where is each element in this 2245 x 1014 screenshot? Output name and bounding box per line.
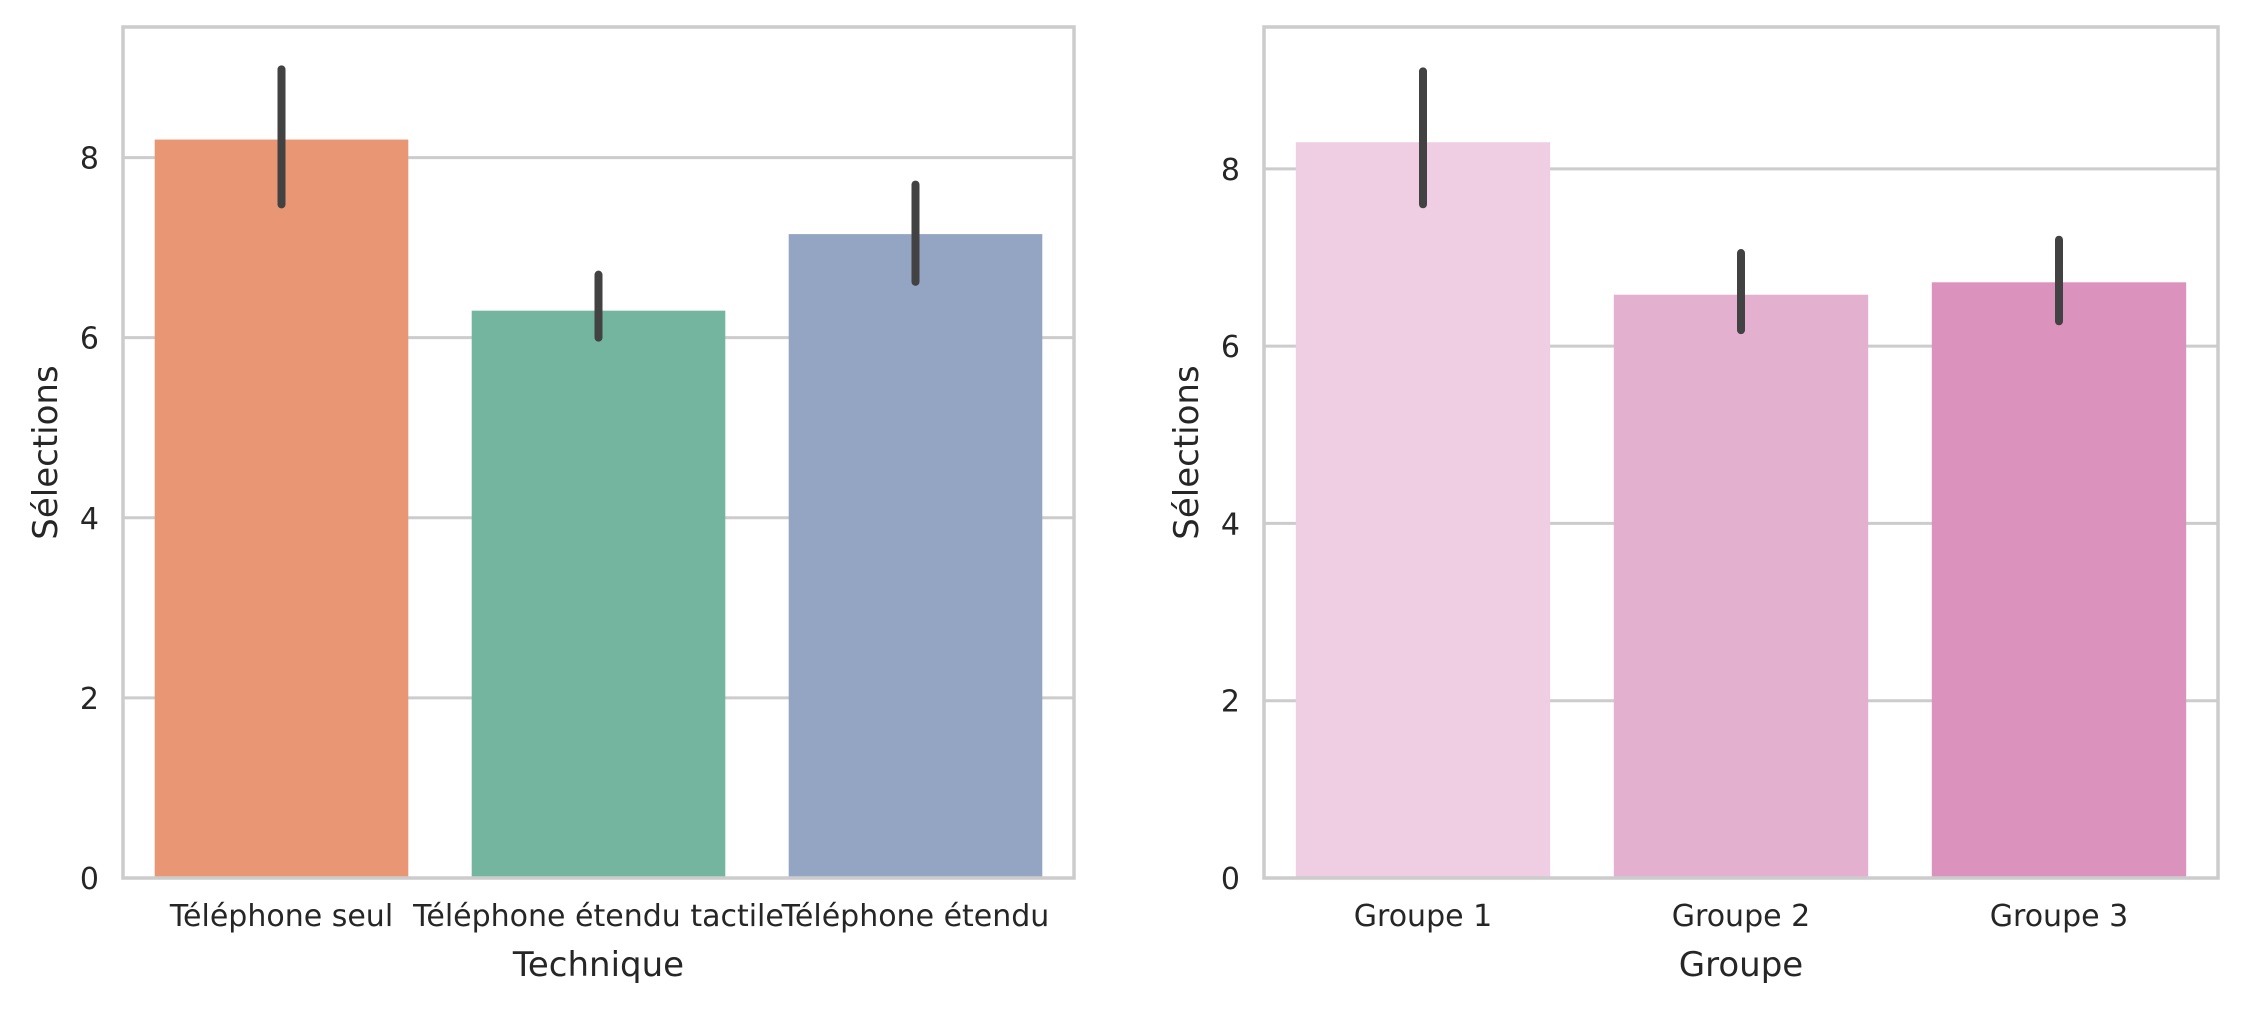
- y-axis-title: Sélections: [26, 365, 66, 539]
- y-tick-label: 8: [1221, 153, 1240, 188]
- bar: [154, 139, 409, 878]
- y-tick-label: 0: [1221, 862, 1240, 897]
- bar: [1295, 142, 1551, 879]
- y-tick-label: 2: [80, 682, 99, 717]
- bar: [788, 234, 1043, 878]
- y-tick-label: 8: [80, 142, 99, 177]
- x-axis-title: Technique: [512, 945, 684, 985]
- x-tick-label: Téléphone seul: [169, 899, 393, 934]
- x-tick-label: Téléphone étendu: [781, 899, 1050, 934]
- y-tick-label: 4: [80, 502, 99, 537]
- y-tick-label: 6: [1221, 330, 1240, 365]
- groupe-chart: 0 2 4 6 8 Groupe 1 Groupe 2 Groupe 3 Groupe Sélec…: [1167, 25, 2220, 985]
- x-tick-label: Groupe 2: [1672, 899, 1810, 934]
- y-tick-label: 0: [80, 862, 99, 897]
- axes-frame: [121, 25, 1076, 880]
- y-tick-label: 4: [1221, 507, 1240, 542]
- y-tick-label: 2: [1221, 685, 1240, 720]
- axes-frame: [1262, 25, 2220, 880]
- x-tick-label: Téléphone étendu tactile: [412, 899, 784, 934]
- x-axis-title: Groupe: [1679, 945, 1803, 985]
- technique-chart: 0 2 4 6 8 Téléphone seul Téléphone étendu tact…: [26, 25, 1076, 985]
- x-tick-label: Groupe 3: [1990, 899, 2128, 934]
- y-tick-label: 6: [80, 322, 99, 357]
- x-tick-label: Groupe 1: [1354, 899, 1492, 934]
- bar: [1613, 294, 1869, 878]
- bar: [1931, 282, 2187, 878]
- y-axis-title: Sélections: [1167, 365, 1207, 539]
- bar: [471, 310, 726, 879]
